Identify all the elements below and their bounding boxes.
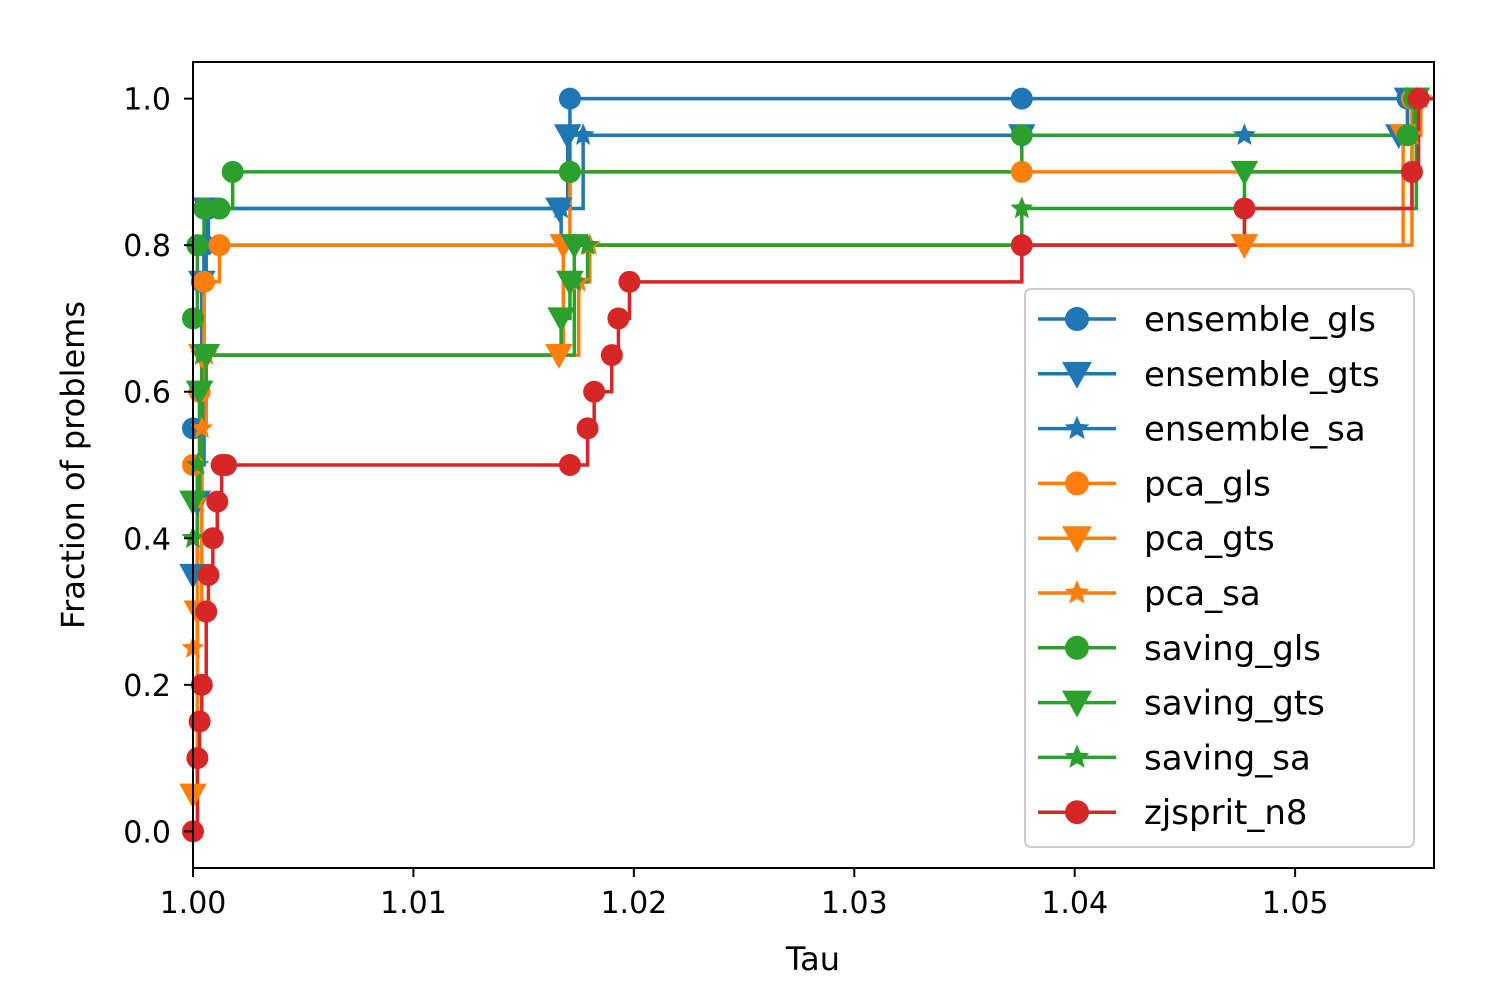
- data-point-saving_gls: [186, 234, 209, 257]
- legend-marker-ensemble_gls: [1065, 307, 1089, 331]
- legend-label-saving_gls: saving_gls: [1144, 629, 1321, 669]
- data-point-zjsprit_n8: [1407, 87, 1430, 110]
- y-tick-label: 1.0: [123, 83, 171, 118]
- data-point-saving_gls: [193, 197, 216, 220]
- x-tick-label: 1.03: [821, 886, 888, 921]
- data-point-zjsprit_n8: [188, 710, 211, 733]
- x-tick-label: 1.02: [600, 886, 667, 921]
- x-axis: 1.00 1.01 1.02 1.03 1.04 1.05: [160, 868, 1329, 921]
- legend-marker-pca_gts: [1062, 526, 1092, 554]
- data-point-zjsprit_n8: [195, 600, 218, 623]
- legend-marker-pca_sa: [1064, 580, 1090, 604]
- data-point-zjsprit_n8: [607, 307, 630, 330]
- data-point-zjsprit_n8: [190, 673, 213, 696]
- data-point-ensemble_sa: [571, 123, 595, 145]
- legend-frame: [1024, 288, 1415, 848]
- legend-marker-ensemble_gts: [1062, 361, 1092, 389]
- legend-label-zjsprit_n8: zjsprit_n8: [1144, 793, 1308, 833]
- y-tick-label: 0.8: [123, 229, 171, 264]
- y-axis: 0.0 0.2 0.4 0.6 0.8 1.0: [123, 83, 193, 850]
- x-tick-label: 1.05: [1262, 886, 1329, 921]
- data-point-pca_gls: [208, 234, 231, 257]
- y-tick-label: 0.4: [123, 522, 171, 557]
- data-point-zjsprit_n8: [583, 380, 606, 403]
- data-point-zjsprit_n8: [215, 454, 238, 476]
- legend-marker-pca_gls: [1065, 471, 1089, 496]
- data-point-zjsprit_n8: [576, 417, 599, 440]
- legend: ensemble_gls ensemble_gts ensemble_sa pca_g…: [1024, 288, 1415, 848]
- data-point-ensemble_gls: [1010, 87, 1033, 110]
- data-point-zjsprit_n8: [201, 527, 224, 550]
- legend-label-ensemble_sa: ensemble_sa: [1144, 410, 1366, 450]
- data-point-zjsprit_n8: [1400, 160, 1423, 183]
- data-point-zjsprit_n8: [600, 344, 623, 367]
- data-point-saving_sa: [186, 453, 209, 475]
- data-point-zjsprit_n8: [206, 490, 229, 513]
- legend-marker-saving_gls: [1065, 635, 1089, 660]
- data-point-pca_gls: [193, 270, 216, 293]
- x-axis-label: Tau: [785, 940, 840, 978]
- data-point-pca_sa: [190, 416, 214, 439]
- data-point-ensemble_sa: [1233, 123, 1256, 145]
- legend-label-saving_gts: saving_gts: [1144, 684, 1325, 724]
- data-point-saving_gls: [221, 160, 244, 183]
- data-point-zjsprit_n8: [558, 454, 581, 476]
- data-point-pca_gts: [545, 344, 573, 369]
- data-point-saving_sa: [562, 269, 586, 292]
- data-point-saving_gls: [558, 160, 581, 183]
- data-point-zjsprit_n8: [1233, 197, 1256, 220]
- data-point-pca_gts: [1230, 234, 1259, 259]
- x-tick-label: 1.00: [160, 886, 227, 921]
- y-axis-label: Fraction of problems: [54, 301, 92, 629]
- legend-marker-zjsprit_n8: [1065, 800, 1089, 825]
- data-point-saving_gls: [1396, 124, 1419, 147]
- legend-marker-ensemble_sa: [1064, 415, 1090, 440]
- legend-label-pca_sa: pca_sa: [1144, 574, 1261, 614]
- data-point-zjsprit_n8: [186, 747, 209, 770]
- y-tick-label: 0.6: [123, 376, 171, 411]
- data-point-saving_gts: [560, 234, 589, 259]
- data-point-ensemble_gts: [553, 124, 582, 150]
- data-point-saving_gls: [208, 197, 231, 220]
- data-point-ensemble_sa: [549, 196, 573, 219]
- x-tick-label: 1.01: [380, 886, 447, 921]
- data-point-ensemble_gls: [558, 87, 581, 110]
- data-point-saving_gts: [1230, 160, 1259, 186]
- legend-label-saving_sa: saving_sa: [1144, 738, 1311, 778]
- data-point-saving_sa: [190, 343, 214, 365]
- data-point-zjsprit_n8: [1010, 234, 1033, 257]
- legend-label-ensemble_gls: ensemble_gls: [1144, 300, 1376, 340]
- data-point-zjsprit_n8: [197, 563, 220, 586]
- legend-marker-saving_gts: [1062, 690, 1092, 718]
- data-point-saving_gls: [1010, 124, 1033, 147]
- y-tick-label: 0.2: [123, 669, 171, 704]
- data-point-zjsprit_n8: [618, 270, 641, 293]
- plot-frame: [192, 61, 1435, 869]
- data-point-pca_gls: [1010, 160, 1033, 183]
- x-tick-label: 1.04: [1041, 886, 1108, 921]
- data-point-saving_gts: [547, 307, 575, 333]
- y-tick-label: 0.0: [123, 815, 171, 850]
- legend-label-ensemble_gts: ensemble_gts: [1144, 355, 1380, 395]
- legend-label-pca_gls: pca_gls: [1144, 464, 1271, 504]
- legend-label-pca_gts: pca_gts: [1144, 519, 1275, 559]
- data-point-saving_sa: [1010, 196, 1034, 219]
- marker-layer: [179, 86, 1433, 843]
- data-point-saving_sa: [576, 233, 599, 255]
- legend-marker-saving_sa: [1064, 744, 1090, 768]
